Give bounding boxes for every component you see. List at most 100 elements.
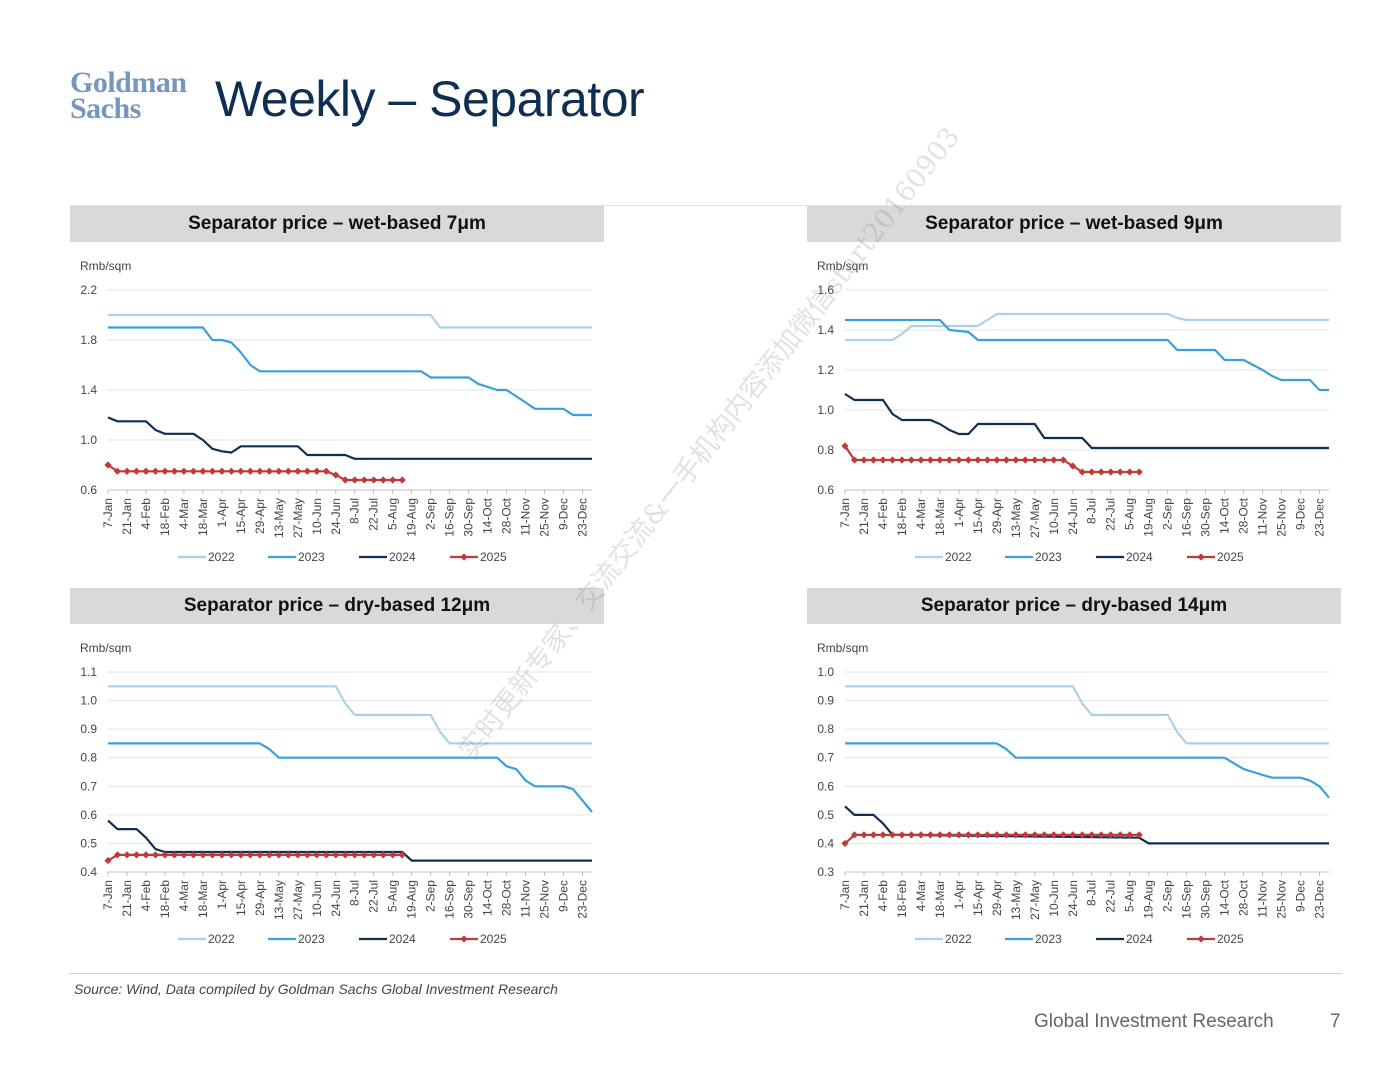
x-tick-label: 30-Sep xyxy=(1199,880,1213,919)
y-axis-label: Rmb/sqm xyxy=(80,641,131,655)
data-point-2025 xyxy=(170,467,179,475)
data-point-2025 xyxy=(151,467,160,475)
x-tick-label: 19-Aug xyxy=(1142,880,1156,919)
data-point-2025 xyxy=(1135,468,1143,476)
x-tick-label: 29-Apr xyxy=(253,498,267,534)
y-tick-label: 0.6 xyxy=(80,483,97,497)
data-point-2025 xyxy=(341,476,349,484)
y-tick-label: 2.2 xyxy=(80,283,97,297)
data-point-2025 xyxy=(256,467,264,475)
y-axis-label: Rmb/sqm xyxy=(817,259,868,273)
y-tick-label: 1.1 xyxy=(80,665,97,679)
x-tick-label: 22-Jul xyxy=(1104,498,1118,531)
x-tick-label: 15-Apr xyxy=(234,880,248,916)
data-point-2025 xyxy=(879,831,887,839)
x-tick-label: 18-Mar xyxy=(196,880,210,918)
x-tick-label: 30-Sep xyxy=(1199,498,1213,537)
data-point-2025 xyxy=(1116,468,1124,476)
legend-label-2025: 2025 xyxy=(1217,550,1244,564)
x-tick-label: 27-May xyxy=(291,498,305,538)
x-tick-label: 27-May xyxy=(1028,498,1042,538)
data-point-2025 xyxy=(379,476,387,484)
data-point-2025 xyxy=(917,456,925,464)
legend-label-2025: 2025 xyxy=(480,550,507,564)
x-tick-label: 24-Jun xyxy=(1066,880,1080,917)
y-axis-label: Rmb/sqm xyxy=(80,259,131,273)
data-point-2025 xyxy=(1088,468,1096,476)
data-point-2025 xyxy=(227,467,235,475)
x-tick-label: 18-Feb xyxy=(895,880,909,918)
x-tick-label: 7-Jan xyxy=(838,880,852,910)
chart-1-title: Separator price – wet-based 7μm xyxy=(70,206,604,242)
data-point-2025 xyxy=(1040,831,1048,839)
data-point-2025 xyxy=(132,467,141,475)
legend-label-2022: 2022 xyxy=(945,932,972,946)
data-point-2025 xyxy=(104,461,112,469)
data-point-2025 xyxy=(907,831,916,839)
series-line-2025 xyxy=(107,853,403,862)
x-tick-label: 21-Jan xyxy=(857,498,871,535)
data-point-2025 xyxy=(869,456,878,464)
legend-label-2023: 2023 xyxy=(298,932,325,946)
series-line-2022 xyxy=(108,313,592,329)
legend-marker-2025 xyxy=(460,553,468,561)
data-point-2025 xyxy=(1097,468,1105,476)
data-point-2025 xyxy=(983,456,991,464)
y-tick-label: 0.8 xyxy=(80,751,97,765)
y-tick-label: 0.6 xyxy=(817,779,834,793)
data-point-2025 xyxy=(974,456,982,464)
data-point-2025 xyxy=(936,831,944,839)
series-line-2023 xyxy=(108,742,593,813)
data-point-2025 xyxy=(322,467,330,475)
y-tick-label: 0.9 xyxy=(80,722,97,736)
legend-label-2024: 2024 xyxy=(389,550,416,564)
y-tick-label: 1.4 xyxy=(80,383,97,397)
data-point-2025 xyxy=(142,851,150,859)
data-point-2025 xyxy=(370,476,378,484)
page-title: Weekly – Separator xyxy=(215,71,645,127)
data-point-2025 xyxy=(189,467,198,475)
x-tick-label: 14-Oct xyxy=(1218,879,1232,916)
legend-label-2024: 2024 xyxy=(1126,932,1153,946)
x-tick-label: 22-Jul xyxy=(367,498,381,531)
data-point-2025 xyxy=(132,851,141,859)
y-tick-label: 1.6 xyxy=(817,283,834,297)
x-tick-label: 13-May xyxy=(1009,880,1023,920)
x-tick-label: 14-Oct xyxy=(481,497,495,534)
data-point-2025 xyxy=(869,831,878,839)
x-tick-label: 29-Apr xyxy=(990,498,1004,534)
legend-label-2025: 2025 xyxy=(480,932,507,946)
y-tick-label: 0.6 xyxy=(817,483,834,497)
data-point-2025 xyxy=(974,831,982,839)
series-line-2023 xyxy=(845,318,1329,392)
x-tick-label: 23-Dec xyxy=(576,880,590,919)
legend-label-2022: 2022 xyxy=(945,550,972,564)
data-point-2025 xyxy=(1069,831,1077,839)
x-tick-label: 30-Sep xyxy=(462,498,476,537)
x-tick-label: 5-Aug xyxy=(1123,880,1137,912)
x-tick-label: 18-Mar xyxy=(196,498,210,536)
data-point-2025 xyxy=(850,456,859,464)
x-tick-label: 22-Jul xyxy=(1104,880,1118,913)
x-tick-label: 19-Aug xyxy=(405,498,419,537)
data-point-2025 xyxy=(898,456,906,464)
data-point-2025 xyxy=(208,467,216,475)
x-tick-label: 18-Mar xyxy=(933,498,947,536)
x-tick-label: 2-Sep xyxy=(424,498,438,530)
data-point-2025 xyxy=(1107,831,1115,839)
x-tick-label: 11-Nov xyxy=(519,880,533,918)
legend-label-2025: 2025 xyxy=(1217,932,1244,946)
chart-wet-7um: Rmb/sqm 0.6 1.0 1.4 1.8 2.2 7-Jan 21-Jan 4-Feb 18… xyxy=(80,259,592,564)
x-tick-label: 27-May xyxy=(291,880,305,920)
x-tick-label: 27-May xyxy=(1028,880,1042,920)
logo-line-1: Goldman xyxy=(70,66,187,99)
legend-label-2023: 2023 xyxy=(298,550,325,564)
y-tick-label: 1.0 xyxy=(80,433,97,447)
x-tick-label: 15-Apr xyxy=(971,498,985,534)
data-point-2025 xyxy=(1059,831,1067,839)
data-point-2025 xyxy=(294,467,302,475)
x-tick-label: 11-Nov xyxy=(1256,880,1270,918)
x-tick-label: 28-Oct xyxy=(1237,879,1251,916)
data-point-2025 xyxy=(123,851,131,859)
x-tick-label: 21-Jan xyxy=(120,880,134,917)
